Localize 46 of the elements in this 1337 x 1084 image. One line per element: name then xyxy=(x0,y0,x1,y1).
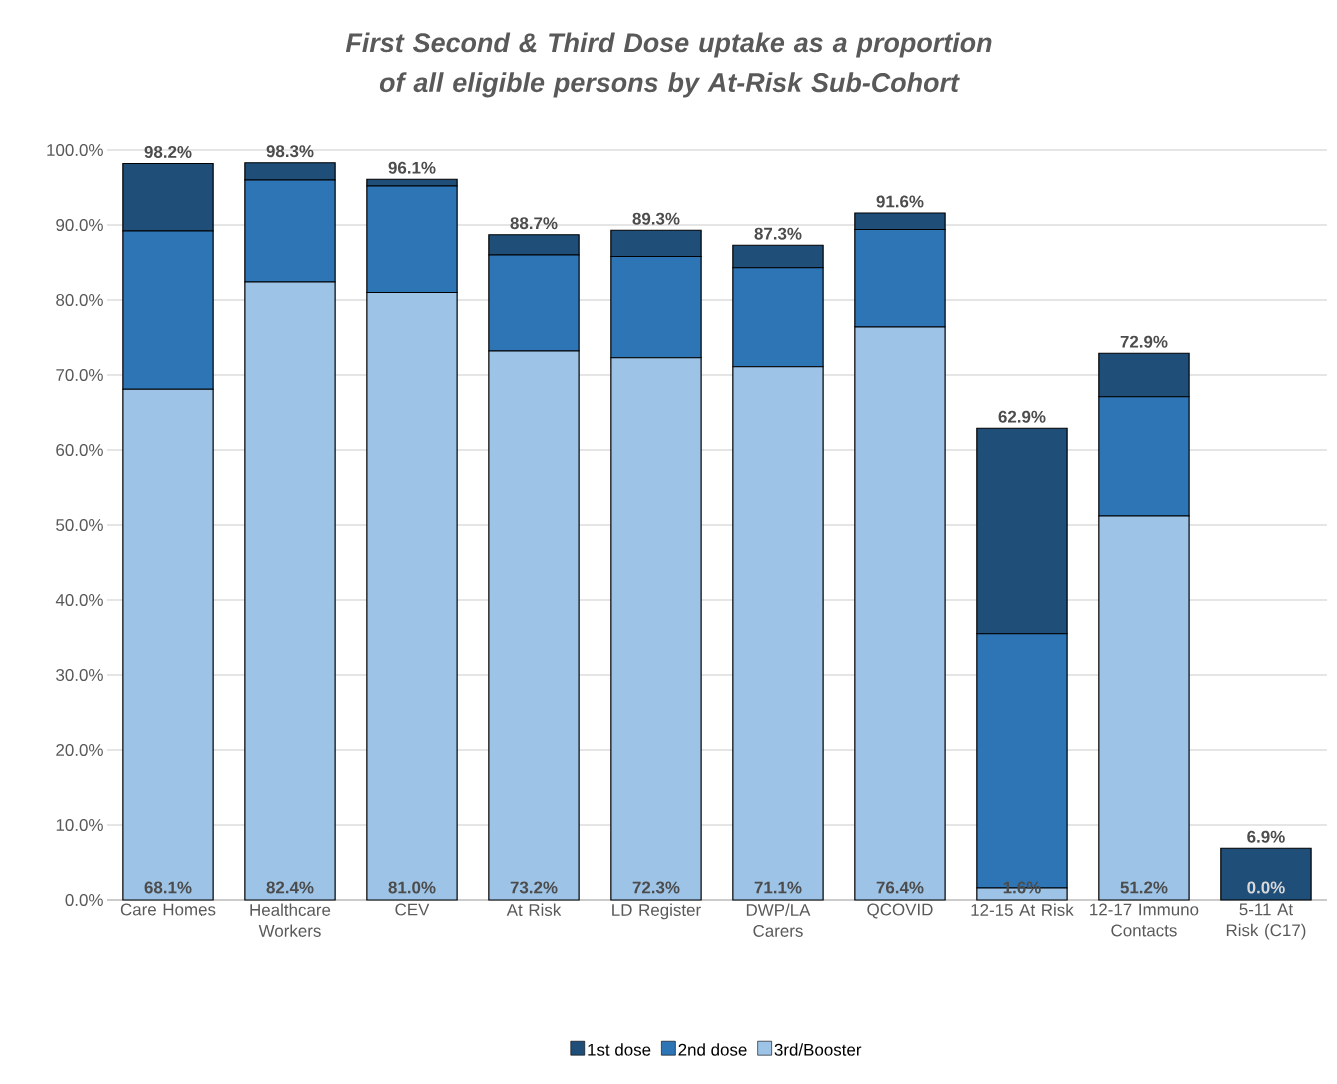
x-tick-label: At Risk xyxy=(506,903,562,916)
legend-label: 3rd/Booster xyxy=(774,1043,862,1056)
chart-title: First Second & Third Dose uptake as a proportion of all eligible persons by At-Risk Sub-Cohort xyxy=(345,32,992,98)
y-tick-label: 30.0% xyxy=(56,669,103,681)
y-tick-label: 20.0% xyxy=(56,744,103,756)
total-label: 91.6% xyxy=(876,195,924,208)
y-tick-label: 100.0% xyxy=(47,143,103,156)
total-label: 96.1% xyxy=(388,161,436,174)
total-label: 88.7% xyxy=(510,217,558,230)
data-label: 1.6% xyxy=(1003,881,1041,894)
total-label: 72.9% xyxy=(1120,335,1168,348)
y-tick-label: 90.0% xyxy=(56,218,103,231)
data-label: 72.3% xyxy=(632,881,680,894)
x-tick-label: 12-15 At Risk xyxy=(971,903,1074,916)
x-tick-label: 5-11 At Risk (C17) xyxy=(1226,903,1306,940)
y-tick-label: 0.0% xyxy=(65,894,103,906)
data-label: 51.2% xyxy=(1120,881,1168,894)
total-label: 89.3% xyxy=(632,212,680,225)
y-tick-label: 10.0% xyxy=(56,819,103,831)
bar xyxy=(1220,847,1312,901)
data-label: 71.1% xyxy=(754,881,802,894)
y-tick-label: 60.0% xyxy=(56,444,103,456)
data-label: 0.0% xyxy=(1247,881,1285,894)
total-label: 87.3% xyxy=(754,227,802,240)
data-label: 82.4% xyxy=(266,881,314,894)
x-tick-label: 12-17 Immuno Contacts xyxy=(1090,903,1199,937)
total-label: 98.2% xyxy=(144,145,192,158)
x-tick-label: Healthcare Workers xyxy=(250,903,331,937)
total-label: 98.3% xyxy=(266,145,314,158)
data-label: 73.2% xyxy=(510,881,558,894)
x-tick-label: Care Homes xyxy=(120,903,216,916)
y-tick-label: 80.0% xyxy=(56,293,103,306)
x-tick-label: DWP/LA Carers xyxy=(746,903,811,937)
x-tick-label: LD Register xyxy=(612,903,701,920)
total-label: 6.9% xyxy=(1247,830,1285,843)
data-label: 76.4% xyxy=(876,881,924,894)
y-tick-label: 50.0% xyxy=(56,519,103,531)
data-label: 81.0% xyxy=(388,881,436,894)
data-label: 68.1% xyxy=(144,881,192,894)
legend-label: 2nd dose xyxy=(678,1043,747,1056)
y-tick-label: 70.0% xyxy=(56,368,103,381)
x-tick-label: CEV xyxy=(395,903,430,916)
x-tick-label: QCOVID xyxy=(867,903,933,919)
legend-label: 1st dose xyxy=(588,1043,651,1056)
total-label: 62.9% xyxy=(998,410,1046,423)
y-tick-label: 40.0% xyxy=(55,594,103,606)
